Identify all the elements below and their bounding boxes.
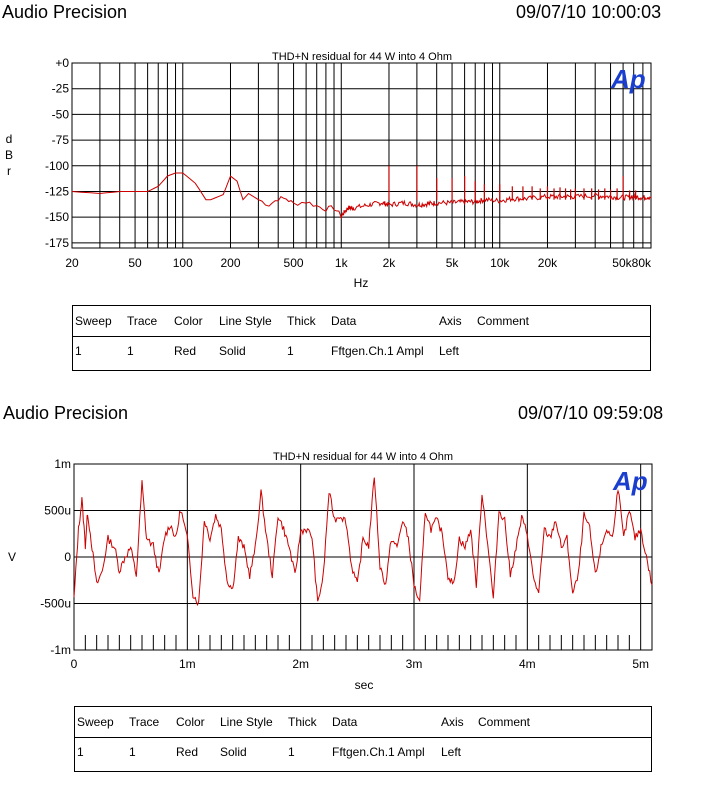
y-tick-label: -25 xyxy=(52,82,70,96)
legend-header-row: Sweep Trace Color Line Style Thick Data … xyxy=(73,306,650,337)
cell-trace: 1 xyxy=(127,344,134,358)
x-tick-label: 4m xyxy=(519,657,536,671)
col-header-sweep: Sweep xyxy=(75,314,112,328)
y-axis-label: dBr xyxy=(5,132,13,178)
time-chart: THD+N residual for 44 W into 4 Ohm 1m 500… xyxy=(8,451,653,692)
x-tick-label: 1k xyxy=(335,256,349,270)
x-tick-label: 1m xyxy=(179,657,196,671)
plot-frame xyxy=(71,62,652,249)
header-timestamp: 09/07/10 10:00:03 xyxy=(516,2,662,22)
chart-title: THD+N residual for 44 W into 4 Ohm xyxy=(273,451,453,463)
header-brand: Audio Precision xyxy=(2,2,128,22)
y-tick-label: +0 xyxy=(55,56,69,70)
col-header-line-style: Line Style xyxy=(220,715,273,729)
plot-frame xyxy=(73,463,653,651)
cell-axis: Left xyxy=(439,344,460,358)
time-trace-line xyxy=(73,477,653,607)
y-axis-label-letter: B xyxy=(5,148,13,162)
y-tick-label: -500u xyxy=(40,597,71,611)
chart-grid xyxy=(71,62,652,248)
cell-line-style: Solid xyxy=(220,745,247,759)
x-tick-label: 50k80k xyxy=(612,256,652,270)
cell-color: Red xyxy=(174,344,197,358)
x-axis-label: sec xyxy=(355,678,374,692)
col-header-axis: Axis xyxy=(441,715,464,729)
x-tick-label: 50 xyxy=(128,256,142,270)
legend-header-row: Sweep Trace Color Line Style Thick Data … xyxy=(75,707,651,738)
x-tick-labels: 20 50 100 200 500 1k 2k 5k 10k 20k 50k80k xyxy=(65,256,652,270)
ap-logo: Ap xyxy=(610,64,646,94)
cell-data: Fftgen.Ch.1 Ampl xyxy=(331,344,424,358)
header-brand: Audio Precision xyxy=(3,403,129,423)
time-trace xyxy=(73,477,653,607)
col-header-trace: Trace xyxy=(129,715,160,729)
cell-sweep: 1 xyxy=(77,745,84,759)
x-tick-label: 5m xyxy=(632,657,649,671)
cell-trace: 1 xyxy=(129,745,136,759)
y-axis-label: V xyxy=(8,550,16,564)
y-tick-label: -100 xyxy=(45,159,69,173)
y-tick-label: -125 xyxy=(45,184,69,198)
y-tick-label: -75 xyxy=(52,133,70,147)
col-header-data: Data xyxy=(331,314,357,328)
x-tick-label: 20k xyxy=(538,256,558,270)
y-tick-label: -1m xyxy=(50,643,71,657)
legend-row: 1 1 Red Solid 1 Fftgen.Ch.1 Ampl Left xyxy=(73,336,650,366)
x-tick-label: 100 xyxy=(173,256,193,270)
x-tick-label: 20 xyxy=(65,256,79,270)
y-tick-label: -150 xyxy=(45,210,69,224)
cell-color: Red xyxy=(176,745,199,759)
y-tick-label: 0 xyxy=(64,550,71,564)
y-tick-label: 1m xyxy=(54,457,71,471)
cell-axis: Left xyxy=(441,745,462,759)
x-tick-label: 2k xyxy=(383,256,397,270)
col-header-thick: Thick xyxy=(287,314,316,328)
y-axis-label-letter: d xyxy=(6,132,13,146)
cell-thick: 1 xyxy=(287,344,294,358)
col-header-data: Data xyxy=(332,715,358,729)
col-header-comment: Comment xyxy=(478,715,531,729)
fft-trace xyxy=(71,165,652,220)
cell-line-style: Solid xyxy=(219,344,246,358)
y-tick-label: -175 xyxy=(45,236,69,250)
chart-title: THD+N residual for 44 W into 4 Ohm xyxy=(272,51,452,63)
fft-chart: THD+N residual for 44 W into 4 Ohm +0 -25… xyxy=(5,51,652,290)
col-header-comment: Comment xyxy=(477,314,530,328)
fft-trace-line xyxy=(71,172,652,220)
x-tick-label: 500 xyxy=(284,256,304,270)
chart-grid xyxy=(73,463,652,651)
col-header-axis: Axis xyxy=(439,314,462,328)
header-timestamp: 09/07/10 09:59:08 xyxy=(518,403,664,423)
col-header-thick: Thick xyxy=(288,715,317,729)
ap-logo: Ap xyxy=(612,466,648,496)
legend-row: 1 1 Red Solid 1 Fftgen.Ch.1 Ampl Left xyxy=(75,737,651,767)
y-tick-labels: +0 -25 -50 -75 -100 -125 -150 -175 xyxy=(45,56,69,250)
cell-data: Fftgen.Ch.1 Ampl xyxy=(332,745,425,759)
y-tick-labels: 1m 500u 0 -500u -1m xyxy=(40,457,71,657)
x-tick-label: 0 xyxy=(71,657,78,671)
y-tick-label: 500u xyxy=(44,504,71,518)
y-axis-label-letter: r xyxy=(7,164,11,178)
col-header-color: Color xyxy=(176,715,205,729)
x-tick-label: 2m xyxy=(292,657,309,671)
y-tick-label: -50 xyxy=(52,107,70,121)
col-header-color: Color xyxy=(174,314,203,328)
x-tick-label: 3m xyxy=(406,657,423,671)
x-tick-label: 200 xyxy=(220,256,240,270)
cell-thick: 1 xyxy=(288,745,295,759)
x-tick-label: 5k xyxy=(446,256,460,270)
col-header-line-style: Line Style xyxy=(219,314,272,328)
cell-sweep: 1 xyxy=(75,344,82,358)
x-axis-label: Hz xyxy=(354,276,369,290)
x-tick-label: 10k xyxy=(490,256,510,270)
col-header-sweep: Sweep xyxy=(77,715,114,729)
legend-table: Sweep Trace Color Line Style Thick Data … xyxy=(74,706,652,772)
col-header-trace: Trace xyxy=(127,314,158,328)
x-tick-labels: 0 1m 2m 3m 4m 5m xyxy=(71,657,649,671)
legend-table: Sweep Trace Color Line Style Thick Data … xyxy=(72,305,651,371)
